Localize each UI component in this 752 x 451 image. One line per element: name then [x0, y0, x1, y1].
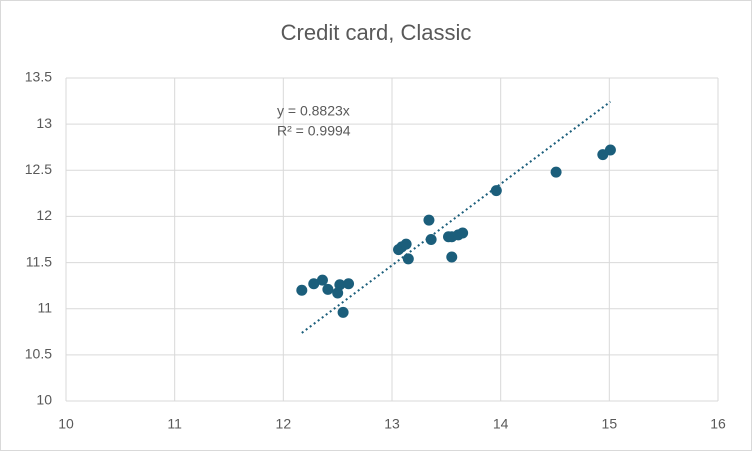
- point: [604, 144, 616, 156]
- y-tick-label: 12.5: [25, 161, 52, 177]
- point: [322, 283, 334, 295]
- point: [490, 185, 502, 197]
- point: [457, 227, 469, 239]
- point: [425, 234, 437, 245]
- point: [296, 284, 308, 296]
- point: [550, 166, 562, 178]
- x-tick-label: 14: [493, 416, 509, 432]
- y-tick-label: 10: [36, 392, 52, 408]
- point: [316, 274, 328, 286]
- x-tick-label: 12: [276, 416, 292, 432]
- y-tick-label: 12: [36, 207, 52, 223]
- x-tick-label: 16: [710, 416, 726, 432]
- point: [308, 278, 320, 290]
- x-tick-label: 10: [58, 416, 74, 432]
- trendline: [301, 100, 612, 334]
- x-tick-label: 11: [167, 416, 182, 432]
- point: [337, 306, 349, 318]
- point: [343, 278, 355, 290]
- trendline-equation: y = 0.8823x: [277, 103, 350, 119]
- x-tick-label: 13: [384, 416, 400, 432]
- y-tick-label: 13.5: [25, 69, 52, 85]
- point: [423, 214, 435, 226]
- point: [446, 251, 458, 263]
- point: [400, 238, 412, 250]
- point: [332, 287, 344, 299]
- chart-title: Credit card, Classic: [281, 20, 472, 45]
- y-tick-label: 10.5: [25, 346, 52, 362]
- point: [334, 279, 346, 291]
- y-tick-label: 13: [36, 115, 52, 131]
- y-tick-label: 11.5: [26, 253, 52, 269]
- trendline-r-squared: R² = 0.9994: [277, 123, 351, 139]
- y-tick-label: 11: [37, 299, 52, 315]
- point: [402, 253, 414, 265]
- x-tick-label: 15: [602, 416, 618, 432]
